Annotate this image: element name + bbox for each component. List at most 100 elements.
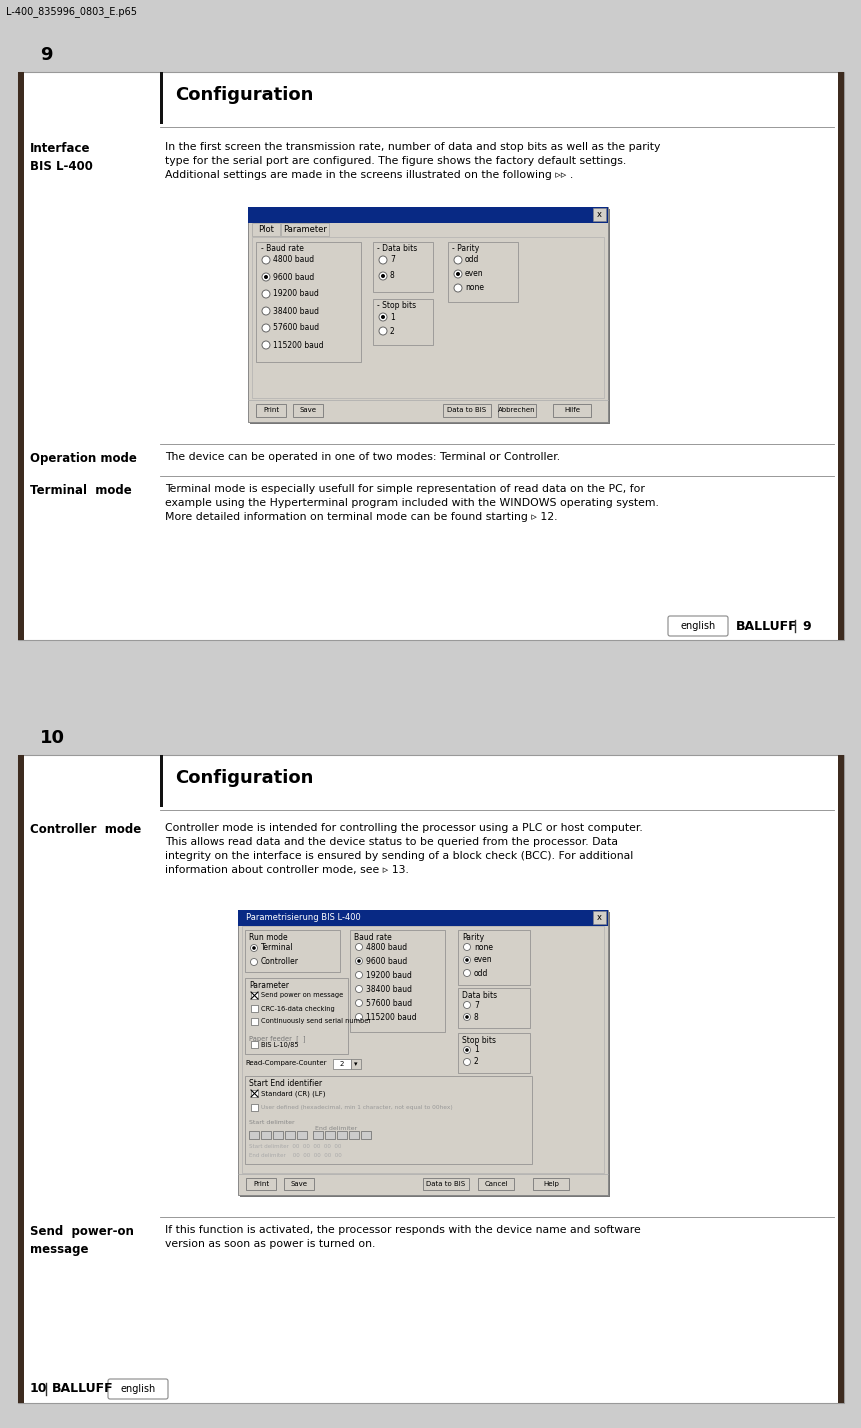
Bar bbox=[281, 223, 329, 236]
Text: Controller  mode: Controller mode bbox=[30, 823, 141, 835]
Text: The device can be operated in one of two modes: Terminal or Controller.: The device can be operated in one of two… bbox=[165, 453, 561, 463]
Bar bbox=[245, 1077, 532, 1164]
Bar bbox=[285, 1131, 295, 1140]
Circle shape bbox=[379, 327, 387, 336]
Text: Stop bits: Stop bits bbox=[462, 1035, 496, 1045]
Circle shape bbox=[465, 1048, 468, 1052]
Bar bbox=[273, 1131, 283, 1140]
Text: BIS L-10/85: BIS L-10/85 bbox=[261, 1041, 299, 1048]
Text: Send power on message: Send power on message bbox=[261, 992, 344, 998]
Circle shape bbox=[252, 947, 256, 950]
Text: Hilfe: Hilfe bbox=[564, 407, 580, 414]
Text: If this function is activated, the processor responds with the device name and s: If this function is activated, the proce… bbox=[165, 1225, 641, 1250]
Text: - Data bits: - Data bits bbox=[377, 244, 418, 253]
Bar bbox=[251, 1041, 258, 1048]
Bar bbox=[423, 1178, 469, 1190]
Text: 7: 7 bbox=[474, 1001, 479, 1010]
Bar bbox=[245, 930, 340, 972]
Bar bbox=[251, 1104, 258, 1111]
Circle shape bbox=[356, 971, 362, 978]
Text: even: even bbox=[474, 955, 492, 964]
Text: Save: Save bbox=[290, 1181, 307, 1187]
Text: 38400 baud: 38400 baud bbox=[366, 984, 412, 994]
Bar bbox=[458, 988, 530, 1028]
Text: Operation mode: Operation mode bbox=[30, 453, 137, 466]
Text: 10: 10 bbox=[40, 730, 65, 747]
Circle shape bbox=[463, 1014, 470, 1021]
Text: 9600 baud: 9600 baud bbox=[366, 957, 407, 965]
Text: x: x bbox=[597, 210, 602, 218]
Circle shape bbox=[251, 944, 257, 951]
FancyBboxPatch shape bbox=[668, 615, 728, 635]
Text: 4800 baud: 4800 baud bbox=[273, 256, 314, 264]
Bar bbox=[256, 241, 361, 363]
Text: 9: 9 bbox=[802, 620, 810, 633]
Text: Print: Print bbox=[263, 407, 279, 414]
Circle shape bbox=[465, 1015, 468, 1018]
Text: Paper feeder  [  ]: Paper feeder [ ] bbox=[249, 1035, 306, 1042]
Bar bbox=[18, 71, 844, 640]
Bar bbox=[498, 404, 536, 417]
Bar bbox=[337, 1131, 347, 1140]
Text: Send  power-on
message: Send power-on message bbox=[30, 1225, 133, 1257]
Bar bbox=[160, 71, 163, 124]
Bar bbox=[248, 207, 608, 223]
Bar bbox=[443, 404, 491, 417]
Text: odd: odd bbox=[465, 256, 480, 264]
Text: Configuration: Configuration bbox=[175, 770, 313, 787]
Text: 57600 baud: 57600 baud bbox=[273, 324, 319, 333]
Circle shape bbox=[379, 313, 387, 321]
Text: 57600 baud: 57600 baud bbox=[366, 998, 412, 1008]
Text: End delimiter: End delimiter bbox=[315, 1127, 357, 1131]
Text: User defined (hexadecimal, min 1 character, not equal to 00hex): User defined (hexadecimal, min 1 charact… bbox=[261, 1105, 453, 1110]
Text: ▾: ▾ bbox=[354, 1061, 358, 1067]
Bar bbox=[251, 992, 258, 1000]
Circle shape bbox=[454, 284, 462, 291]
Text: 38400 baud: 38400 baud bbox=[273, 307, 319, 316]
Text: 4800 baud: 4800 baud bbox=[366, 942, 407, 951]
Circle shape bbox=[463, 1047, 470, 1054]
Bar bbox=[593, 911, 606, 924]
Text: 115200 baud: 115200 baud bbox=[366, 1012, 417, 1021]
Bar bbox=[18, 755, 24, 1402]
Bar bbox=[261, 1131, 271, 1140]
Circle shape bbox=[454, 256, 462, 264]
Text: 8: 8 bbox=[390, 271, 394, 280]
Text: none: none bbox=[465, 284, 484, 293]
Text: Interface
BIS L-400: Interface BIS L-400 bbox=[30, 141, 93, 173]
Text: 8: 8 bbox=[474, 1012, 479, 1021]
Bar bbox=[238, 910, 608, 925]
Bar bbox=[293, 404, 323, 417]
Text: Cancel: Cancel bbox=[484, 1181, 508, 1187]
Bar bbox=[238, 910, 608, 1195]
Text: Start delimiter  00  00  00  00  00: Start delimiter 00 00 00 00 00 bbox=[249, 1144, 341, 1150]
Text: even: even bbox=[465, 270, 484, 278]
Text: x: x bbox=[597, 912, 602, 922]
Bar bbox=[838, 755, 844, 1402]
Bar bbox=[297, 1131, 307, 1140]
Circle shape bbox=[463, 970, 470, 977]
Bar bbox=[313, 1131, 323, 1140]
Text: BALLUFF: BALLUFF bbox=[736, 620, 797, 633]
Text: 2: 2 bbox=[474, 1058, 479, 1067]
Circle shape bbox=[381, 316, 385, 318]
Text: Standard (CR) (LF): Standard (CR) (LF) bbox=[261, 1090, 325, 1097]
Bar bbox=[361, 1131, 371, 1140]
Text: Print: Print bbox=[253, 1181, 269, 1187]
Text: english: english bbox=[121, 1384, 156, 1394]
Text: 2: 2 bbox=[340, 1061, 344, 1067]
Bar bbox=[284, 1178, 314, 1190]
Bar bbox=[553, 404, 591, 417]
Text: Start End identifier: Start End identifier bbox=[249, 1080, 322, 1088]
Circle shape bbox=[381, 274, 385, 278]
Bar bbox=[252, 223, 280, 236]
Text: - Baud rate: - Baud rate bbox=[261, 244, 304, 253]
Text: In the first screen the transmission rate, number of data and stop bits as well : In the first screen the transmission rat… bbox=[165, 141, 660, 180]
Bar bbox=[333, 1060, 351, 1070]
Text: Help: Help bbox=[543, 1181, 559, 1187]
Text: Plot: Plot bbox=[258, 226, 274, 234]
Bar bbox=[256, 404, 286, 417]
Text: 9: 9 bbox=[40, 46, 53, 64]
Text: Terminal: Terminal bbox=[261, 944, 294, 952]
Text: 7: 7 bbox=[390, 256, 395, 264]
